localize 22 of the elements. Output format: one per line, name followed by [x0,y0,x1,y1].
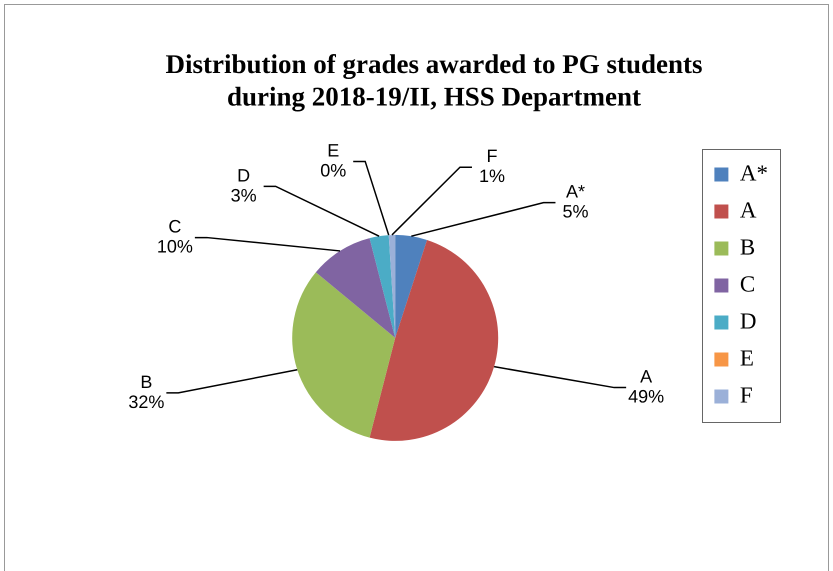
slice-label: C [168,216,182,237]
legend-label: A [740,198,757,223]
legend-label: C [740,272,756,297]
slice-label: A [640,366,652,387]
slice-label: A* [566,182,585,202]
data-label: 5% [562,202,588,222]
data-label: 1% [478,166,505,186]
legend-label: A* [740,160,768,186]
data-label: 3% [230,185,257,206]
legend-label: F [740,382,753,408]
slice-label: F [486,146,498,166]
text: 0% [320,160,346,180]
data-label: 32% [128,392,164,412]
legend-label: D [740,308,757,334]
slice-label: B [140,372,152,392]
legend-label: B [740,234,756,260]
category-label: E [327,140,340,160]
data-label: 49% [628,386,664,407]
legend-label: E [740,346,754,371]
data-label: 10% [156,236,193,257]
chart-title: Distribution of grades awarded to PG students during 2018-19/II, HSS Department [165,49,703,112]
slice-label: D [237,165,250,186]
